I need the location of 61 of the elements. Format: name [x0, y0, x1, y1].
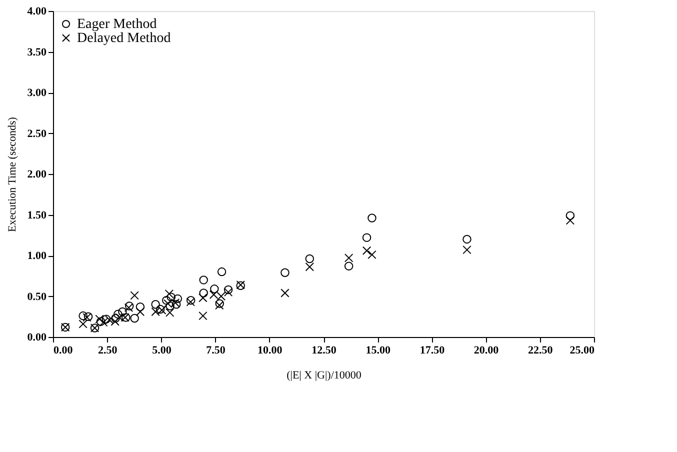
x-tick-label: 15.00: [366, 344, 391, 356]
point: [344, 262, 354, 270]
point: [566, 216, 575, 225]
y-tick-label: 2.00: [27, 168, 47, 180]
point: [362, 233, 372, 242]
point: [210, 284, 219, 294]
point: [95, 314, 104, 324]
point: [130, 291, 139, 300]
point: [166, 292, 176, 302]
point: [78, 311, 88, 320]
point: [115, 313, 124, 322]
x-tick-label: 25.00: [570, 344, 595, 356]
point: [368, 214, 376, 222]
legend-label: Eager Method: [77, 17, 157, 32]
y-tick-label: 1.50: [27, 209, 47, 222]
point: [136, 302, 145, 312]
x-axis-title: (|E| X |G|)/10000: [286, 370, 362, 382]
x-tick-label: 5.00: [152, 344, 172, 356]
point: [224, 285, 233, 294]
point: [151, 307, 160, 316]
point: [462, 234, 472, 244]
point: [280, 288, 290, 298]
y-tick-label: 0.00: [27, 332, 47, 344]
point: [566, 211, 575, 220]
point: [305, 254, 314, 264]
point: [186, 298, 196, 306]
point: [280, 268, 290, 277]
point: [136, 307, 145, 316]
x-tick-label: 7.50: [206, 344, 226, 356]
point: [198, 311, 208, 320]
x-tick-label: 0.00: [54, 344, 74, 356]
point: [217, 267, 226, 276]
y-tick-label: 0.50: [27, 290, 47, 303]
x-tick-label: 10.00: [258, 344, 283, 356]
y-tick-label: 3.00: [27, 87, 47, 99]
point: [130, 314, 139, 323]
point: [305, 262, 314, 272]
y-tick-label: 1.00: [27, 250, 47, 262]
point: [344, 254, 354, 262]
x-tick-label: 20.00: [474, 344, 500, 356]
point: [78, 320, 88, 328]
point: [198, 294, 208, 302]
point: [362, 246, 372, 255]
point: [368, 250, 376, 260]
point: [186, 296, 196, 305]
point: [173, 294, 182, 304]
x-tick-label: 12.50: [312, 344, 337, 356]
point: [111, 314, 120, 323]
point: [199, 288, 208, 298]
y-axis-title: Execution Time (seconds): [6, 116, 18, 232]
x-tick-label: 17.50: [420, 344, 446, 356]
y-tick-label: 2.50: [27, 128, 47, 140]
point: [462, 245, 472, 254]
point: [199, 276, 208, 284]
x-tick-label: 22.50: [528, 344, 554, 356]
y-tick-label: 3.50: [27, 46, 47, 58]
point: [224, 288, 233, 297]
x-tick-label: 2.50: [98, 344, 118, 356]
y-tick-label: 4.00: [27, 6, 47, 18]
legend-label: Delayed Method: [77, 31, 171, 46]
point: [209, 290, 218, 299]
